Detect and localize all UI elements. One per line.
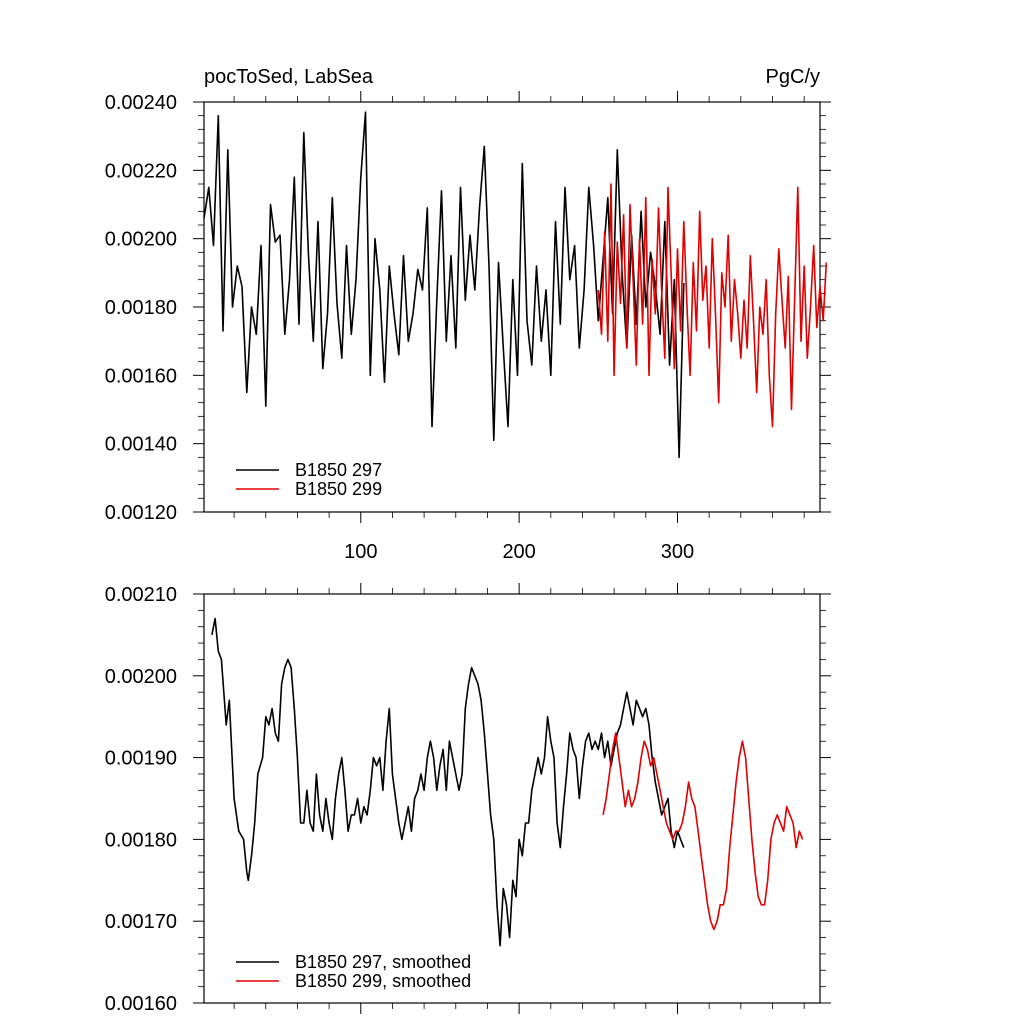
legend-label: B1850 299 (295, 479, 382, 499)
series-line-b1850-299 (597, 183, 828, 428)
top-panel: 0.00120 0.00140 0.00160 0.00180 0.00200 0.002… (105, 91, 831, 563)
legend-label: B1850 297, smoothed (295, 952, 471, 972)
y-tick-label: 0.00140 (105, 434, 177, 456)
series-line-b1850-297 (211, 617, 685, 947)
y-tick-label: 0.00190 (105, 748, 177, 770)
legend-label: B1850 299, smoothed (295, 971, 471, 991)
y-tick-label: 0.00160 (105, 993, 177, 1015)
y-tick-label: 0.00200 (105, 229, 177, 251)
x-tick-label: 100 (344, 541, 377, 563)
plot-title: pocToSed, LabSea (204, 66, 374, 88)
y-tick-label: 0.00180 (105, 829, 177, 851)
x-tick-label: 200 (502, 541, 535, 563)
y-tick-label: 0.00220 (105, 160, 177, 182)
y-tick-label: 0.00120 (105, 502, 177, 524)
x-tick-label: 300 (661, 541, 694, 563)
plot-frame (203, 593, 821, 1004)
series-line-b1850-299 (602, 732, 804, 931)
y-tick-label: 0.00180 (105, 297, 177, 319)
y-tick-label: 0.00240 (105, 92, 177, 114)
units-label: PgC/y (766, 66, 820, 88)
y-tick-label: 0.00210 (105, 584, 177, 606)
y-tick-label: 0.00200 (105, 666, 177, 688)
y-tick-label: 0.00160 (105, 365, 177, 387)
bottom-panel: 0.00160 0.00170 0.00180 0.00190 0.00200 0.002… (105, 583, 831, 1015)
legend-label: B1850 297 (295, 460, 382, 480)
y-tick-label: 0.00170 (105, 911, 177, 933)
